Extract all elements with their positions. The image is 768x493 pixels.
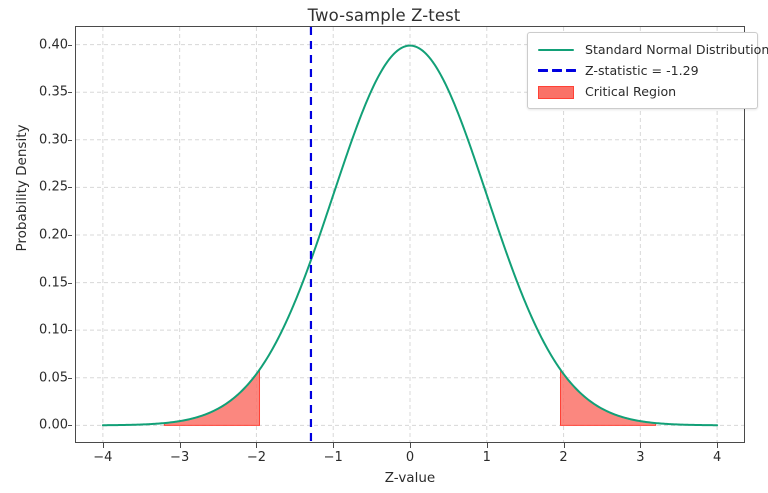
x-tick-mark [640, 443, 642, 448]
y-tick-label: 0.20 [39, 227, 68, 243]
x-tick-mark [717, 443, 719, 448]
legend-label-critical-region: Critical Region [585, 84, 677, 99]
y-axis-label: Probability Density [14, 124, 30, 252]
y-tick-mark [68, 44, 72, 46]
normal-distribution-curve [101, 44, 719, 427]
y-tick-label: 0.10 [39, 322, 68, 338]
dashed-line-key [536, 63, 576, 79]
y-tick-label: 0.25 [39, 179, 68, 195]
y-tick-mark [68, 425, 72, 427]
x-tick-label: −3 [170, 450, 190, 465]
x-tick-label: 2 [559, 450, 568, 465]
legend-entry-zstatistic: Z-statistic = -1.29 [536, 60, 749, 81]
x-tick-label: −4 [93, 450, 113, 465]
y-tick-mark [68, 234, 72, 236]
y-tick-label: 0.35 [39, 84, 68, 100]
x-tick-mark [563, 443, 565, 448]
legend-label-distribution: Standard Normal Distribution [585, 42, 768, 57]
x-tick-label: −1 [323, 450, 343, 465]
y-tick-label: 0.05 [39, 370, 68, 386]
legend-entry-critical-region: Critical Region [536, 81, 749, 102]
y-tick-mark [68, 92, 72, 94]
chart-title: Two-sample Z-test [307, 6, 461, 25]
x-tick-mark [256, 443, 258, 448]
y-tick-mark [68, 330, 72, 332]
x-axis-ticks: −4 −3 −2 −1 0 1 2 3 4 [75, 443, 745, 470]
filled-patch-key [536, 84, 576, 100]
x-tick-label: 3 [636, 450, 645, 465]
y-tick-mark [68, 377, 72, 379]
chart-legend: Standard Normal Distribution Z-statistic… [527, 32, 768, 109]
x-tick-label: 4 [712, 450, 722, 465]
x-tick-mark [333, 443, 335, 448]
y-tick-label: 0.00 [39, 417, 68, 433]
y-tick-label: 0.30 [39, 132, 68, 148]
legend-entry-distribution: Standard Normal Distribution [536, 39, 768, 60]
x-tick-label: 0 [405, 450, 415, 465]
x-tick-label: −2 [246, 450, 266, 465]
y-axis-ticks: 0.00 0.05 0.10 0.15 0.20 0.25 0.30 0.35 0.40 [0, 26, 72, 443]
x-tick-mark [486, 443, 488, 448]
x-tick-mark [410, 443, 411, 448]
x-tick-mark [179, 443, 181, 448]
x-tick-label: 1 [482, 450, 491, 465]
y-tick-mark [68, 139, 72, 141]
y-tick-mark [68, 282, 72, 284]
y-tick-label: 0.15 [39, 275, 68, 291]
y-tick-label: 0.40 [39, 37, 68, 53]
x-axis-label: Z-value [384, 470, 436, 486]
x-tick-mark [102, 443, 104, 448]
solid-line-key [536, 42, 576, 58]
y-tick-mark [68, 187, 72, 189]
legend-label-zstatistic: Z-statistic = -1.29 [585, 63, 699, 78]
